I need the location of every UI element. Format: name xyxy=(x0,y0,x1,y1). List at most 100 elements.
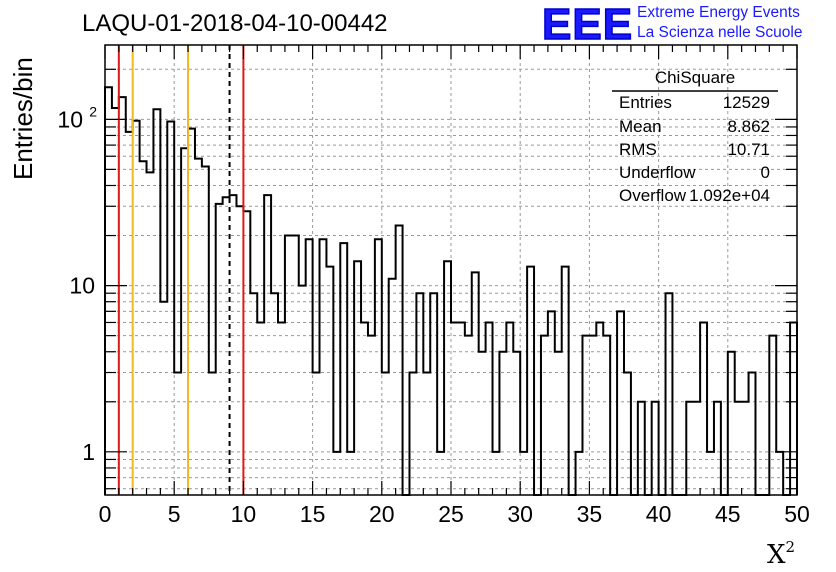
histogram-bin xyxy=(285,236,292,495)
x-axis-label-sup: 2 xyxy=(785,538,796,556)
histogram-bin xyxy=(652,402,659,495)
stat-value-rms: 10.71 xyxy=(727,140,770,159)
axes: 0 5 10 15 20 25 30 35 40 45 50 1 10 10 2 xyxy=(57,44,810,527)
histogram-bin xyxy=(666,293,673,495)
histogram-bin xyxy=(375,239,382,495)
histogram-bin xyxy=(728,352,735,495)
x-tick-label: 40 xyxy=(646,501,672,527)
histogram-bin xyxy=(735,402,742,495)
histogram-bin xyxy=(472,272,479,495)
histogram-bin xyxy=(416,293,423,495)
histogram-bin xyxy=(174,373,181,495)
histogram-bin xyxy=(216,204,223,495)
histogram-bin xyxy=(714,402,721,495)
histogram-bin xyxy=(576,452,583,495)
histogram-bin xyxy=(409,373,416,495)
grid xyxy=(105,45,797,495)
histogram-bin xyxy=(617,311,624,495)
histogram-bin xyxy=(451,322,458,495)
histogram-bin xyxy=(333,452,340,495)
histogram-bin xyxy=(368,336,375,495)
histogram-bin xyxy=(105,87,112,495)
histogram-bin xyxy=(582,336,589,495)
histogram-bin xyxy=(790,322,797,495)
histogram-bin xyxy=(313,373,320,495)
histogram-bin xyxy=(202,167,209,495)
y-tick-label: 10 xyxy=(57,106,83,132)
histogram-bin xyxy=(126,132,133,495)
histogram-bin xyxy=(223,197,230,495)
x-tick-label: 0 xyxy=(99,501,112,527)
histogram-bin xyxy=(541,336,548,495)
histogram-bin xyxy=(320,239,327,495)
histogram-bin xyxy=(499,352,506,495)
x-tick-label: 25 xyxy=(438,501,464,527)
histogram-bin xyxy=(707,452,714,495)
histogram-bin xyxy=(264,195,271,495)
histogram-bin xyxy=(437,452,444,495)
histogram-bin xyxy=(603,336,610,495)
histogram-bin xyxy=(624,373,631,495)
histogram-bin xyxy=(119,97,126,495)
y-tick-label-exponent: 2 xyxy=(89,103,97,119)
histogram-bin xyxy=(700,322,707,495)
histogram-bin xyxy=(479,352,486,495)
histogram-bin xyxy=(188,129,195,495)
x-tick-label: 5 xyxy=(168,501,181,527)
histogram-bin xyxy=(520,452,527,495)
histogram-bin xyxy=(382,373,389,495)
stat-label-mean: Mean xyxy=(619,117,662,136)
histogram-bin xyxy=(230,195,237,495)
org-name-line1: Extreme Energy Events xyxy=(637,4,800,21)
histogram-bin xyxy=(133,121,140,495)
x-axis-label: X2 xyxy=(767,538,796,570)
histogram-bin xyxy=(513,352,520,495)
histogram-bin xyxy=(693,402,700,495)
histogram-outline xyxy=(104,86,798,496)
histogram-bin xyxy=(423,373,430,495)
histogram-bin xyxy=(389,279,396,495)
histogram-bin xyxy=(340,243,347,495)
y-axis-label: Entries/bin xyxy=(8,57,38,180)
histogram-bin xyxy=(140,161,147,495)
histogram-bin xyxy=(278,322,285,495)
histogram-bin xyxy=(361,322,368,495)
histogram-bin xyxy=(181,148,188,495)
histogram-bin xyxy=(444,261,451,495)
histogram-bin xyxy=(147,172,154,495)
stat-value-entries: 12529 xyxy=(722,93,770,112)
stat-value-underflow: 0 xyxy=(760,163,770,182)
org-name-line2: La Scienza nelle Scuole xyxy=(637,24,803,41)
eee-logo: EEE xyxy=(541,0,634,50)
stat-value-mean: 8.862 xyxy=(727,117,770,136)
histogram-bin xyxy=(167,122,174,495)
histogram-bin xyxy=(548,311,555,495)
reference-lines xyxy=(117,45,245,495)
histogram-bin xyxy=(769,336,776,495)
histogram-bin xyxy=(506,322,513,495)
x-tick-label: 45 xyxy=(715,501,741,527)
histogram-bin xyxy=(486,322,493,495)
x-tick-label: 10 xyxy=(231,501,257,527)
stat-label-overflow: Overflow xyxy=(619,186,687,205)
histogram-bin xyxy=(776,452,783,495)
histogram-bin xyxy=(589,336,596,495)
histogram-bin xyxy=(326,267,333,495)
x-tick-label: 30 xyxy=(507,501,533,527)
histogram-bin xyxy=(257,322,264,495)
histogram-bin xyxy=(306,239,313,495)
histogram-bin xyxy=(430,293,437,495)
histogram-bin xyxy=(596,322,603,495)
histogram-bin xyxy=(465,336,472,495)
stat-value-overflow: 1.092e+04 xyxy=(689,186,770,205)
histogram xyxy=(104,86,798,496)
histogram-bin xyxy=(742,402,749,495)
histogram-bin xyxy=(195,159,202,495)
stats-title: ChiSquare xyxy=(654,68,736,87)
stat-label-rms: RMS xyxy=(619,140,657,159)
histogram-bin xyxy=(686,402,693,495)
histogram-bin xyxy=(236,206,243,495)
x-tick-label: 20 xyxy=(369,501,395,527)
histogram-bin xyxy=(458,322,465,495)
